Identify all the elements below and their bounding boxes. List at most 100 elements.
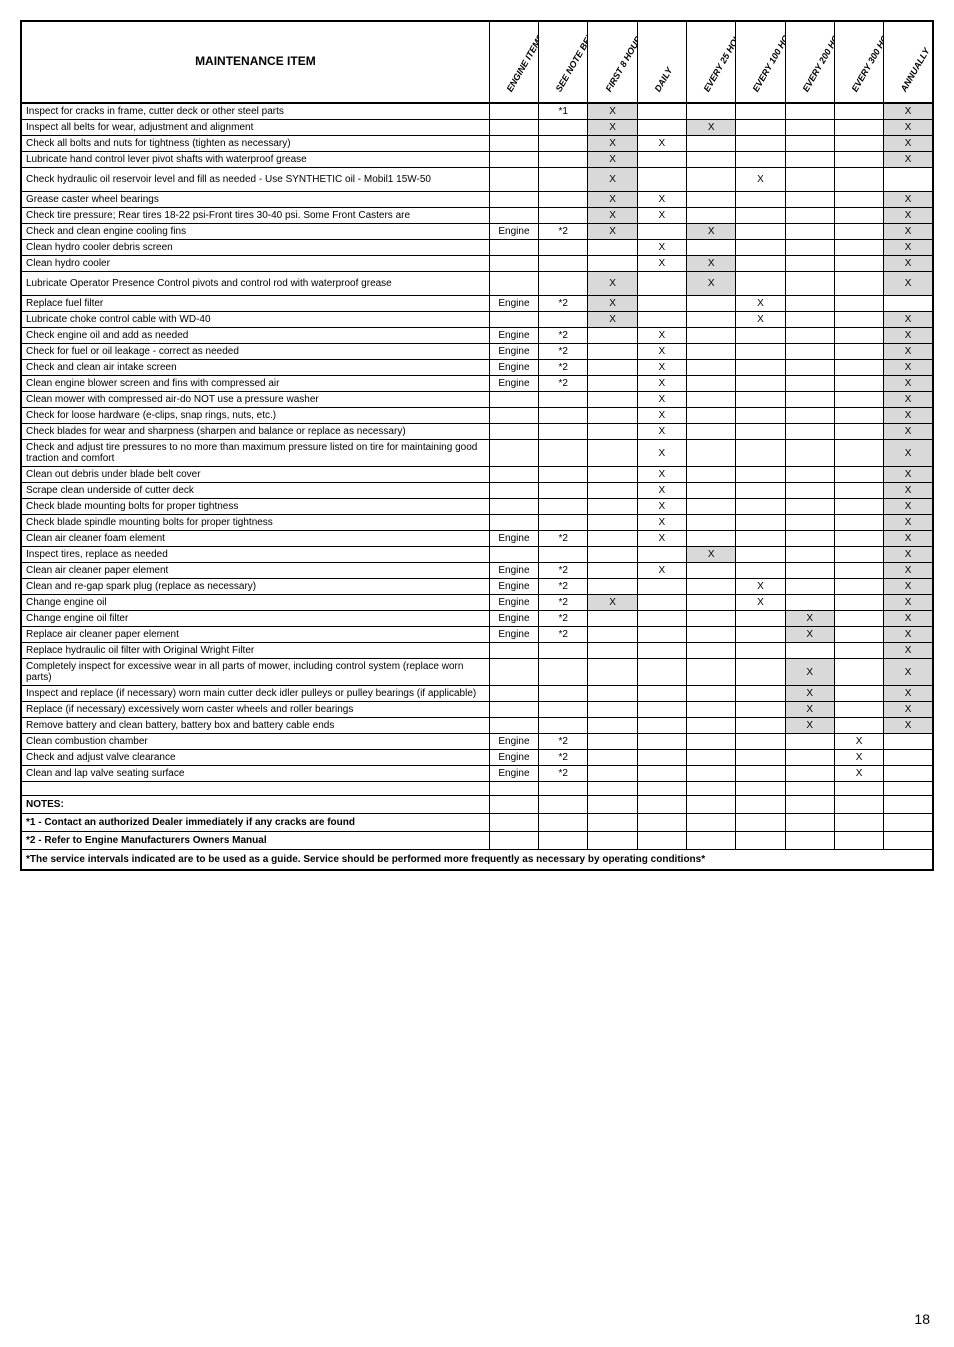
cell	[736, 392, 785, 408]
table-row: Scrape clean underside of cutter deckXX	[21, 483, 933, 499]
cell: X	[588, 152, 637, 168]
cell	[834, 224, 883, 240]
cell: X	[884, 360, 933, 376]
cell	[588, 408, 637, 424]
cell	[687, 208, 736, 224]
cell: X	[884, 240, 933, 256]
cell	[834, 483, 883, 499]
cell	[588, 344, 637, 360]
table-row: Replace hydraulic oil filter with Origin…	[21, 643, 933, 659]
empty-cell	[637, 782, 686, 796]
empty-cell	[489, 782, 538, 796]
cell	[785, 531, 834, 547]
cell	[834, 272, 883, 296]
cell: Engine	[489, 376, 538, 392]
maintenance-item: Check tire pressure; Rear tires 18-22 ps…	[21, 208, 489, 224]
maintenance-table: MAINTENANCE ITEM ENGINE ITEMS SEE NOTE B…	[20, 20, 934, 871]
empty-cell	[834, 782, 883, 796]
cell	[834, 240, 883, 256]
empty-cell	[637, 814, 686, 832]
cell: X	[884, 659, 933, 686]
cell: X	[884, 408, 933, 424]
cell	[687, 467, 736, 483]
empty-cell	[588, 832, 637, 850]
cell	[687, 734, 736, 750]
cell	[834, 312, 883, 328]
cell	[736, 208, 785, 224]
cell	[588, 360, 637, 376]
cell	[834, 256, 883, 272]
cell	[687, 152, 736, 168]
cell: Engine	[489, 734, 538, 750]
cell: Engine	[489, 360, 538, 376]
cell	[687, 659, 736, 686]
cell	[785, 272, 834, 296]
notes-cell: *1 - Contact an authorized Dealer immedi…	[21, 814, 489, 832]
cell: X	[884, 376, 933, 392]
maintenance-item: Check hydraulic oil reservoir level and …	[21, 168, 489, 192]
cell	[588, 750, 637, 766]
cell	[785, 499, 834, 515]
cell: X	[637, 424, 686, 440]
cell	[834, 208, 883, 224]
empty-cell	[588, 814, 637, 832]
table-row: Clean out debris under blade belt coverX…	[21, 467, 933, 483]
cell: *2	[539, 360, 588, 376]
cell	[489, 515, 538, 531]
cell: Engine	[489, 595, 538, 611]
cell	[687, 515, 736, 531]
cell	[834, 718, 883, 734]
cell	[785, 766, 834, 782]
cell	[834, 103, 883, 120]
col-header-seenote: SEE NOTE BELOW	[539, 21, 588, 103]
cell: X	[884, 718, 933, 734]
cell	[489, 547, 538, 563]
table-row: Change engine oilEngine*2XXX	[21, 595, 933, 611]
cell	[785, 467, 834, 483]
cell	[539, 136, 588, 152]
empty-cell	[884, 832, 933, 850]
cell: X	[588, 168, 637, 192]
cell	[884, 766, 933, 782]
cell: *2	[539, 766, 588, 782]
cell: X	[785, 659, 834, 686]
cell	[834, 392, 883, 408]
cell	[785, 120, 834, 136]
cell	[539, 686, 588, 702]
notes-cell: NOTES:	[21, 796, 489, 814]
notes-row: *1 - Contact an authorized Dealer immedi…	[21, 814, 933, 832]
empty-cell	[884, 782, 933, 796]
maintenance-item: Check and clean engine cooling fins	[21, 224, 489, 240]
header-row: MAINTENANCE ITEM ENGINE ITEMS SEE NOTE B…	[21, 21, 933, 103]
cell	[588, 328, 637, 344]
cell	[539, 208, 588, 224]
cell: X	[588, 192, 637, 208]
cell	[687, 240, 736, 256]
cell	[637, 272, 686, 296]
cell: X	[588, 120, 637, 136]
cell	[687, 408, 736, 424]
cell	[736, 659, 785, 686]
table-row: Clean air cleaner foam elementEngine*2XX	[21, 531, 933, 547]
maintenance-item: Check for fuel or oil leakage - correct …	[21, 344, 489, 360]
maintenance-item: Inspect for cracks in frame, cutter deck…	[21, 103, 489, 120]
maintenance-item: Check all bolts and nuts for tightness (…	[21, 136, 489, 152]
cell	[785, 547, 834, 563]
cell	[736, 152, 785, 168]
cell	[637, 595, 686, 611]
table-row: Check and adjust valve clearanceEngine*2…	[21, 750, 933, 766]
cell	[489, 103, 538, 120]
empty-cell	[21, 782, 489, 796]
cell: X	[884, 312, 933, 328]
cell	[834, 467, 883, 483]
table-row: Completely inspect for excessive wear in…	[21, 659, 933, 686]
maintenance-item: Check blade spindle mounting bolts for p…	[21, 515, 489, 531]
cell	[785, 563, 834, 579]
cell	[736, 120, 785, 136]
cell	[834, 328, 883, 344]
cell	[539, 483, 588, 499]
cell	[736, 408, 785, 424]
cell	[785, 256, 834, 272]
cell: X	[884, 424, 933, 440]
cell	[637, 686, 686, 702]
